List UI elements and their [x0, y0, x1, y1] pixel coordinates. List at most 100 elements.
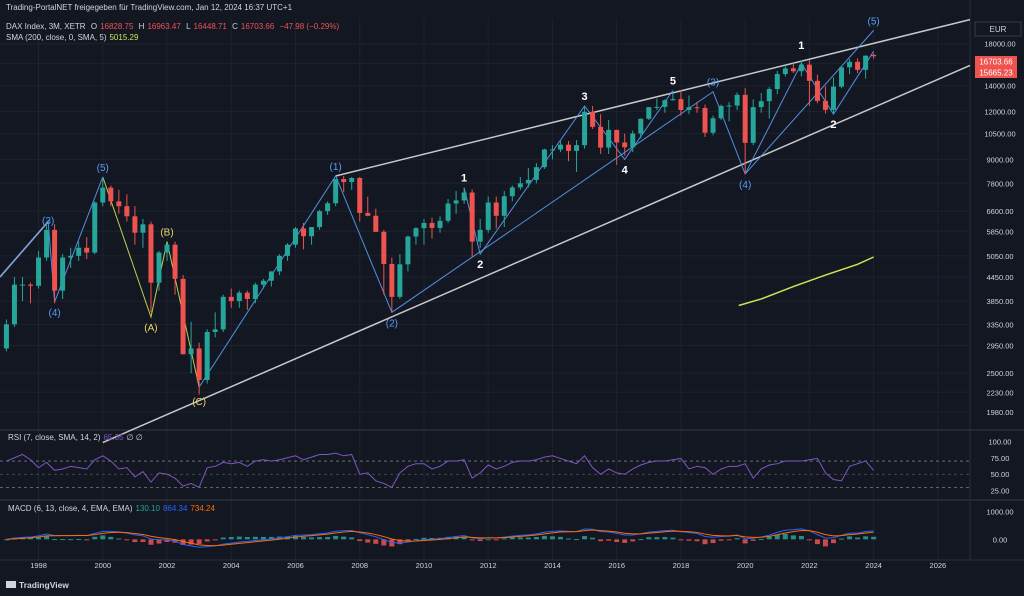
rsi-legend[interactable]: RSI (7, close, SMA, 14, 2) 65.35 ∅ ∅ [8, 433, 146, 442]
candle-body [357, 178, 363, 213]
wave-label-white: 5 [670, 76, 676, 88]
candle-body [196, 348, 202, 380]
candle-body [276, 255, 282, 272]
macd-histogram-bar [814, 539, 820, 545]
macd-histogram-bar [236, 536, 242, 540]
candle-body [566, 144, 571, 151]
macd-histogram-bar [268, 536, 274, 540]
y-tick-label: 12000.00 [984, 107, 1015, 116]
x-tick-label: 2020 [737, 561, 754, 570]
wave-label-white: 1 [798, 40, 804, 52]
wave-line-blue [198, 30, 875, 388]
candle-body [541, 149, 547, 168]
candle-body [710, 118, 716, 133]
secondary-price-value: 15665.23 [979, 69, 1013, 78]
candle-body [301, 228, 307, 237]
x-tick-label: 2018 [673, 561, 690, 570]
candle-body [501, 196, 507, 216]
symbol-legend[interactable]: DAX Index, 3M, XETR O 16828.75 H 16963.47 … [6, 22, 342, 31]
wave-label-yellow: (B) [160, 228, 173, 239]
time-axis[interactable]: 1998 2000 2002 2004 2006 2008 2010 2012 2014 2016… [30, 561, 946, 570]
candle-body [453, 200, 459, 204]
wave-label-white: 2 [830, 119, 836, 131]
candle-body [654, 106, 660, 108]
x-tick-label: 2000 [94, 561, 111, 570]
sma-legend[interactable]: SMA (200, close, 0, SMA, 5) 5015.29 [6, 33, 141, 42]
candle-body [469, 192, 475, 242]
macd-histogram-bar [525, 537, 531, 540]
macd-histogram-bar [341, 536, 347, 540]
macd-histogram-bar [806, 539, 812, 541]
candle-body [11, 284, 17, 325]
candle-body [180, 278, 186, 355]
candle-body [598, 126, 604, 148]
macd-histogram-bar [590, 537, 596, 540]
macd-histogram-bar [598, 539, 604, 542]
candle-body [557, 144, 563, 150]
rsi-tick-label: 50.00 [991, 470, 1010, 479]
macd-histogram-bar [822, 539, 828, 547]
macd-histogram-bar [405, 539, 411, 541]
candle-body [260, 280, 266, 285]
candle-body [549, 149, 555, 151]
candle-body [871, 54, 877, 57]
tradingview-logo[interactable]: TradingView [6, 580, 69, 590]
macd-histogram-bar [301, 536, 307, 540]
wave-label-white: 2 [477, 259, 483, 271]
macd-histogram-bar [3, 539, 9, 541]
macd-histogram-bar [397, 539, 403, 545]
candle-body [622, 142, 628, 148]
y-tick-label: 5850.00 [986, 227, 1013, 236]
candle-body [533, 167, 539, 180]
candle-body [124, 206, 130, 217]
tradingview-logo-text: TradingView [19, 580, 69, 590]
open-label: O [90, 22, 98, 31]
rsi-tick-label: 100.00 [989, 437, 1012, 446]
y-tick-label: 18000.00 [984, 40, 1015, 49]
macd-histogram-bar [574, 539, 580, 541]
candle-body [204, 331, 210, 380]
low-label: L [186, 22, 191, 31]
candle-body [726, 105, 732, 107]
candle-body [293, 228, 298, 245]
candle-body [606, 129, 612, 148]
macd-histogram-bar [68, 539, 74, 541]
secondary-price-badge [975, 67, 1017, 78]
candle-body [742, 94, 748, 143]
rsi-label: RSI (7, close, SMA, 14, 2) [8, 433, 101, 442]
candle-body [798, 64, 804, 72]
candle-body [461, 192, 467, 201]
macd-histogram-bar [670, 537, 676, 540]
close-value: 16703.66 [240, 22, 275, 31]
y-tick-label: 3350.00 [986, 320, 1013, 329]
y-tick-label: 14000.00 [984, 82, 1015, 91]
macd-histogram-bar [212, 539, 218, 541]
macd-histogram-bar [678, 539, 684, 541]
wave-label-blue: (5) [97, 163, 109, 174]
candle-body [734, 94, 740, 106]
macd-pane: 1000.00 0.00 [3, 508, 1014, 548]
candle-body [670, 99, 676, 101]
close-label: C [232, 22, 238, 31]
y-tick-label: 2950.00 [986, 342, 1013, 351]
rsi-pane: 100.00 75.00 50.00 25.00 [0, 437, 1012, 496]
candle-body [638, 118, 644, 134]
candle-body [855, 61, 861, 70]
macd-legend[interactable]: MACD (6, 13, close, 4, EMA, EMA) 130.10 86… [8, 504, 218, 513]
macd-histogram-bar [252, 536, 258, 540]
price-axis[interactable]: 18000.0016000.0014000.0012000.0010500.00… [984, 40, 1015, 417]
candle-body [44, 229, 50, 258]
macd-histogram-bar [461, 536, 467, 540]
macd-histogram-bar [84, 539, 90, 541]
x-tick-label: 2016 [608, 561, 625, 570]
macd-histogram-bar [863, 536, 869, 540]
macd-histogram-bar [750, 539, 756, 541]
candle-body [252, 284, 258, 299]
candle-body [341, 179, 347, 183]
published-by: Trading-PortalNET freigegeben für Tradin… [6, 3, 293, 12]
candle-body [485, 202, 491, 230]
macd-histogram-bar [116, 538, 122, 540]
currency-button[interactable] [974, 21, 1022, 37]
macd-histogram-bar [638, 539, 644, 541]
macd-histogram-bar [582, 536, 588, 540]
